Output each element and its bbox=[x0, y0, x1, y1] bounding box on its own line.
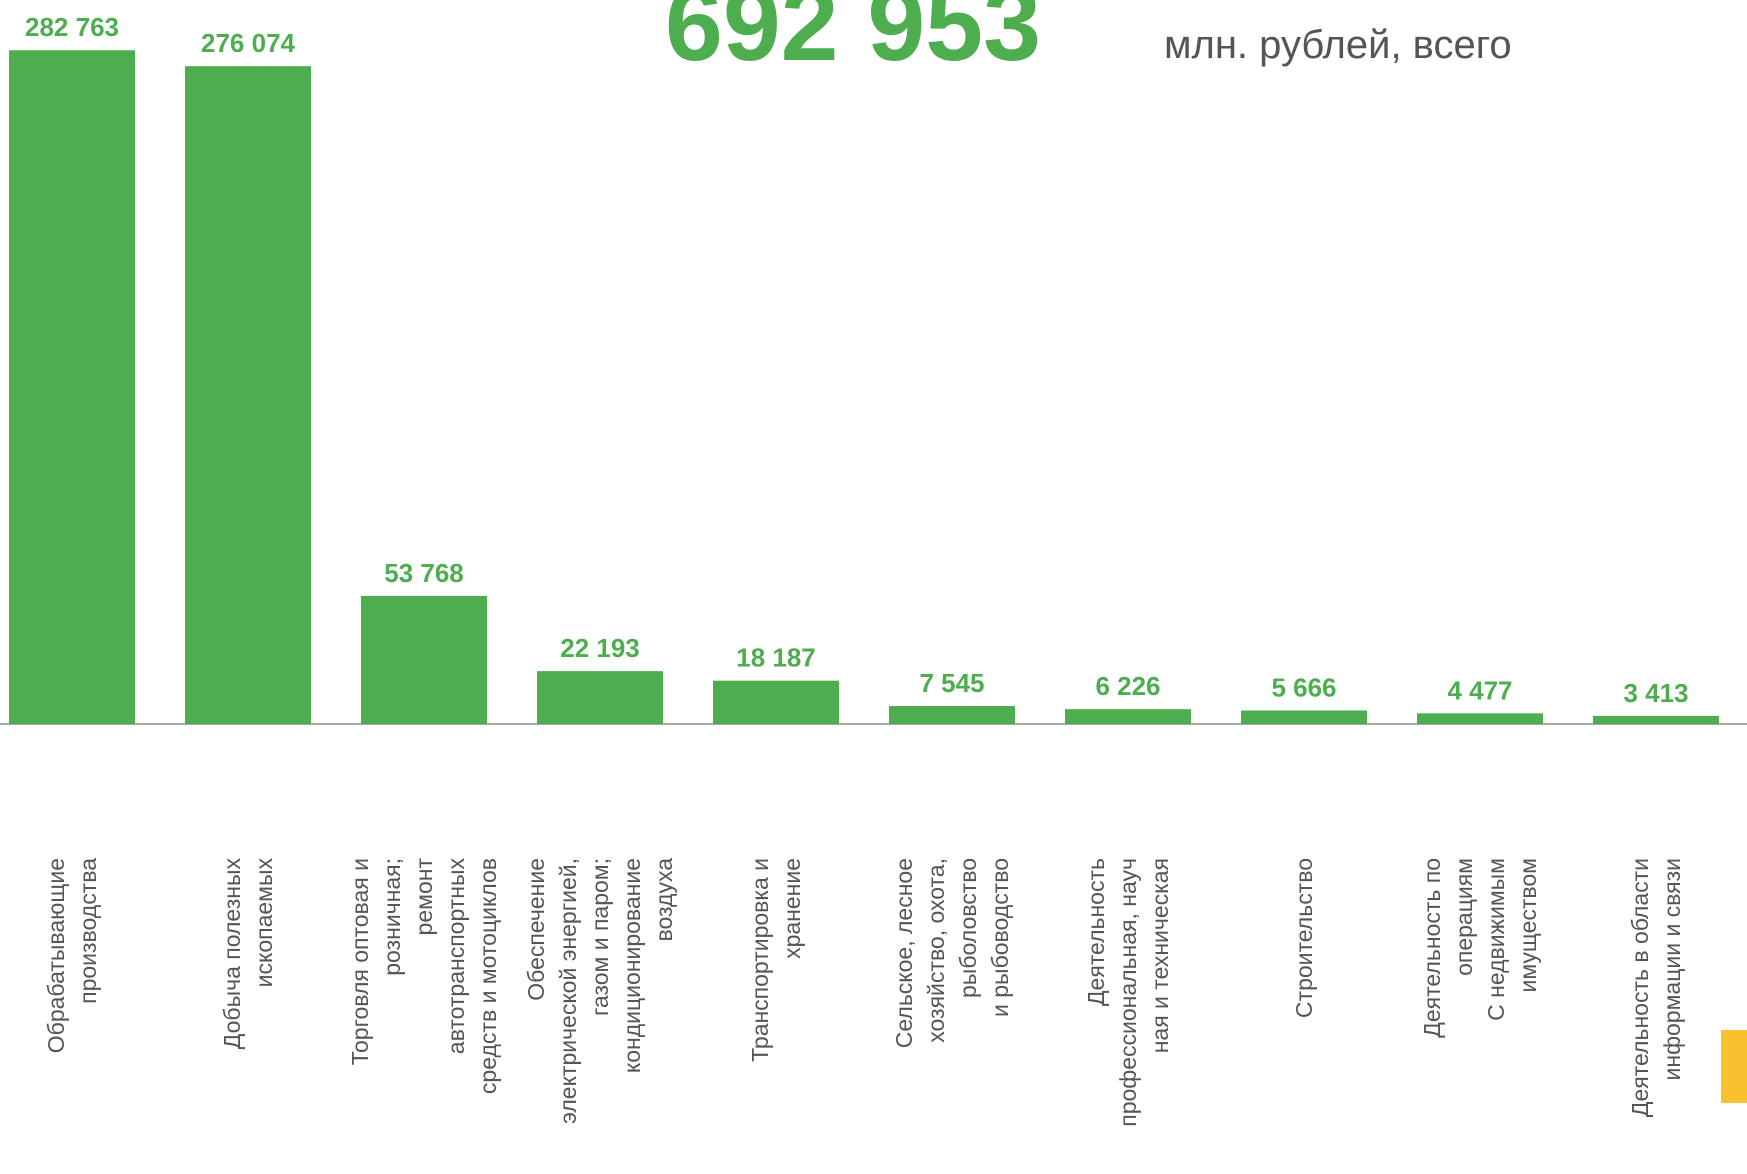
body: 692 953 млн. рублей, всего 282 763 276 07… bbox=[0, 0, 1747, 1174]
category-label: Сельское, лесное хозяйство, охота, рыбол… bbox=[888, 858, 1016, 1174]
value-label: 5 666 bbox=[1271, 672, 1336, 702]
bar bbox=[713, 681, 839, 724]
category-label: Транспортировка и хранение bbox=[744, 858, 808, 1174]
category-label: Деятельность профессиональная, науч ная … bbox=[1080, 858, 1176, 1174]
value-label: 53 768 bbox=[384, 558, 464, 588]
bar bbox=[361, 596, 487, 724]
value-label: 3 413 bbox=[1623, 678, 1688, 708]
value-label: 18 187 bbox=[736, 643, 816, 673]
category-label: Добыча полезных ископаемых bbox=[216, 858, 280, 1174]
category-label: Строительство bbox=[1288, 858, 1320, 1174]
bar bbox=[537, 671, 663, 724]
page: Chart {"chart_data": {"type": "bar", "he… bbox=[0, 0, 1747, 1174]
chart-wrap: 692 953 млн. рублей, всего 282 763 276 07… bbox=[0, 0, 1747, 1174]
category-label: Обрабатывающие производства bbox=[40, 858, 104, 1174]
value-label: 7 545 bbox=[919, 668, 984, 698]
category-label: Обеспечение электрической энергией, газо… bbox=[520, 858, 680, 1174]
bar bbox=[9, 50, 135, 724]
value-label: 276 074 bbox=[201, 28, 296, 58]
category-label: Торговля оптовая и розничная; ремонт авт… bbox=[344, 858, 504, 1174]
value-label: 282 763 bbox=[25, 12, 119, 42]
bar bbox=[1065, 709, 1191, 724]
value-label: 4 477 bbox=[1447, 675, 1512, 705]
headline-caption: млн. рублей, всего bbox=[1164, 23, 1512, 67]
bar bbox=[1241, 710, 1367, 724]
bar bbox=[185, 66, 311, 724]
value-label: 6 226 bbox=[1095, 671, 1160, 701]
decoration bbox=[1721, 1030, 1747, 1103]
category-label: Деятельность в области информации и связ… bbox=[1624, 858, 1688, 1174]
category-label: Деятельность по операциям С недвижимым и… bbox=[1416, 858, 1544, 1174]
bar bbox=[1593, 716, 1719, 724]
bar bbox=[1417, 713, 1543, 724]
value-label: 22 193 bbox=[560, 633, 640, 663]
bar bbox=[889, 706, 1015, 724]
headline-value: 692 953 bbox=[665, 0, 1041, 83]
